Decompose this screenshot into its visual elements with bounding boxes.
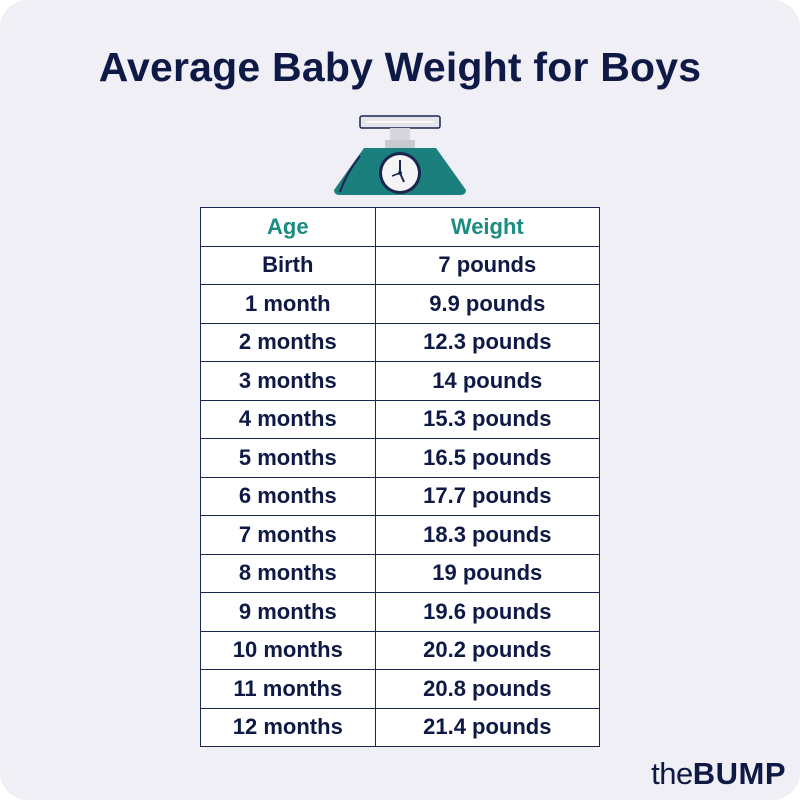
weight-cell: 9.9 pounds	[374, 284, 601, 324]
weight-cell: 15.3 pounds	[374, 399, 601, 439]
header-age: Age	[200, 207, 376, 247]
table-row: 3 months 14 pounds	[200, 361, 601, 401]
age-cell: Birth	[200, 245, 376, 285]
weight-table: Age Weight Birth 7 pounds 1 month 9.9 po…	[200, 207, 601, 747]
age-cell: 7 months	[200, 515, 376, 555]
table-row: 5 months 16.5 pounds	[200, 438, 601, 478]
header-weight: Weight	[374, 207, 601, 247]
age-cell: 10 months	[200, 630, 376, 670]
weight-cell: 20.2 pounds	[374, 630, 601, 670]
weight-cell: 19 pounds	[374, 553, 601, 593]
table-row: 12 months 21.4 pounds	[200, 707, 601, 747]
weight-cell: 19.6 pounds	[374, 592, 601, 632]
age-cell: 11 months	[200, 669, 376, 709]
table-row: 11 months 20.8 pounds	[200, 669, 601, 709]
thebump-logo: theBUMP	[651, 756, 786, 792]
weight-cell: 21.4 pounds	[374, 707, 601, 747]
age-cell: 4 months	[200, 399, 376, 439]
weight-cell: 14 pounds	[374, 361, 601, 401]
page-title: Average Baby Weight for Boys	[98, 44, 702, 90]
age-cell: 12 months	[200, 707, 376, 747]
age-cell: 3 months	[200, 361, 376, 401]
age-cell: 5 months	[200, 438, 376, 478]
age-cell: 1 month	[200, 284, 376, 324]
age-cell: 9 months	[200, 592, 376, 632]
weight-cell: 18.3 pounds	[374, 515, 601, 555]
weight-cell: 17.7 pounds	[374, 476, 601, 516]
table-row: 10 months 20.2 pounds	[200, 630, 601, 670]
baby-scale-icon	[334, 115, 466, 195]
table-header-row: Age Weight	[200, 207, 601, 247]
table-row: 8 months 19 pounds	[200, 553, 601, 593]
logo-the: the	[651, 756, 693, 791]
table-row: 6 months 17.7 pounds	[200, 476, 601, 516]
weight-cell: 16.5 pounds	[374, 438, 601, 478]
table-row: 9 months 19.6 pounds	[200, 592, 601, 632]
table-row: Birth 7 pounds	[200, 245, 601, 285]
table-row: 2 months 12.3 pounds	[200, 322, 601, 362]
weight-cell: 20.8 pounds	[374, 669, 601, 709]
age-cell: 6 months	[200, 476, 376, 516]
weight-cell: 12.3 pounds	[374, 322, 601, 362]
logo-bump: BUMP	[692, 756, 786, 791]
table-row: 1 month 9.9 pounds	[200, 284, 601, 324]
age-cell: 2 months	[200, 322, 376, 362]
age-cell: 8 months	[200, 553, 376, 593]
table-row: 7 months 18.3 pounds	[200, 515, 601, 555]
weight-cell: 7 pounds	[374, 245, 601, 285]
table-row: 4 months 15.3 pounds	[200, 399, 601, 439]
